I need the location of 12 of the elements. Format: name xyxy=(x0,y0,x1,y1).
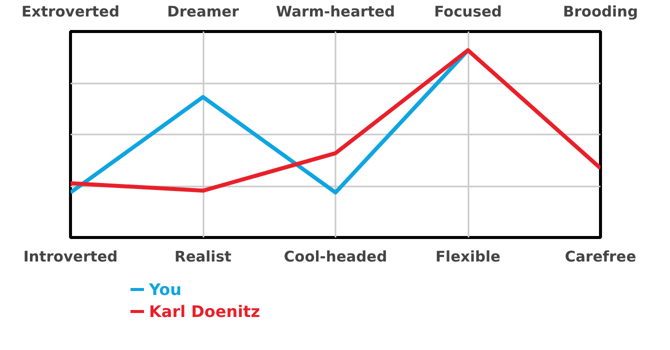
text: Warm-hearted xyxy=(276,4,396,20)
text: Dreamer xyxy=(167,4,240,20)
x-tick-label: Realist xyxy=(174,248,232,266)
x-tick-label: Introverted xyxy=(23,248,118,266)
text: Extroverted xyxy=(22,4,120,20)
text: Focused xyxy=(434,4,502,20)
x-tick-label: Cool-headed xyxy=(284,248,388,266)
x-tick-label: Flexible xyxy=(436,248,501,266)
legend-label: Karl Doenitz xyxy=(149,300,260,322)
x-tick-label: Carefree xyxy=(564,248,636,266)
legend-label: You xyxy=(149,278,182,300)
text: Brooding xyxy=(563,4,638,20)
